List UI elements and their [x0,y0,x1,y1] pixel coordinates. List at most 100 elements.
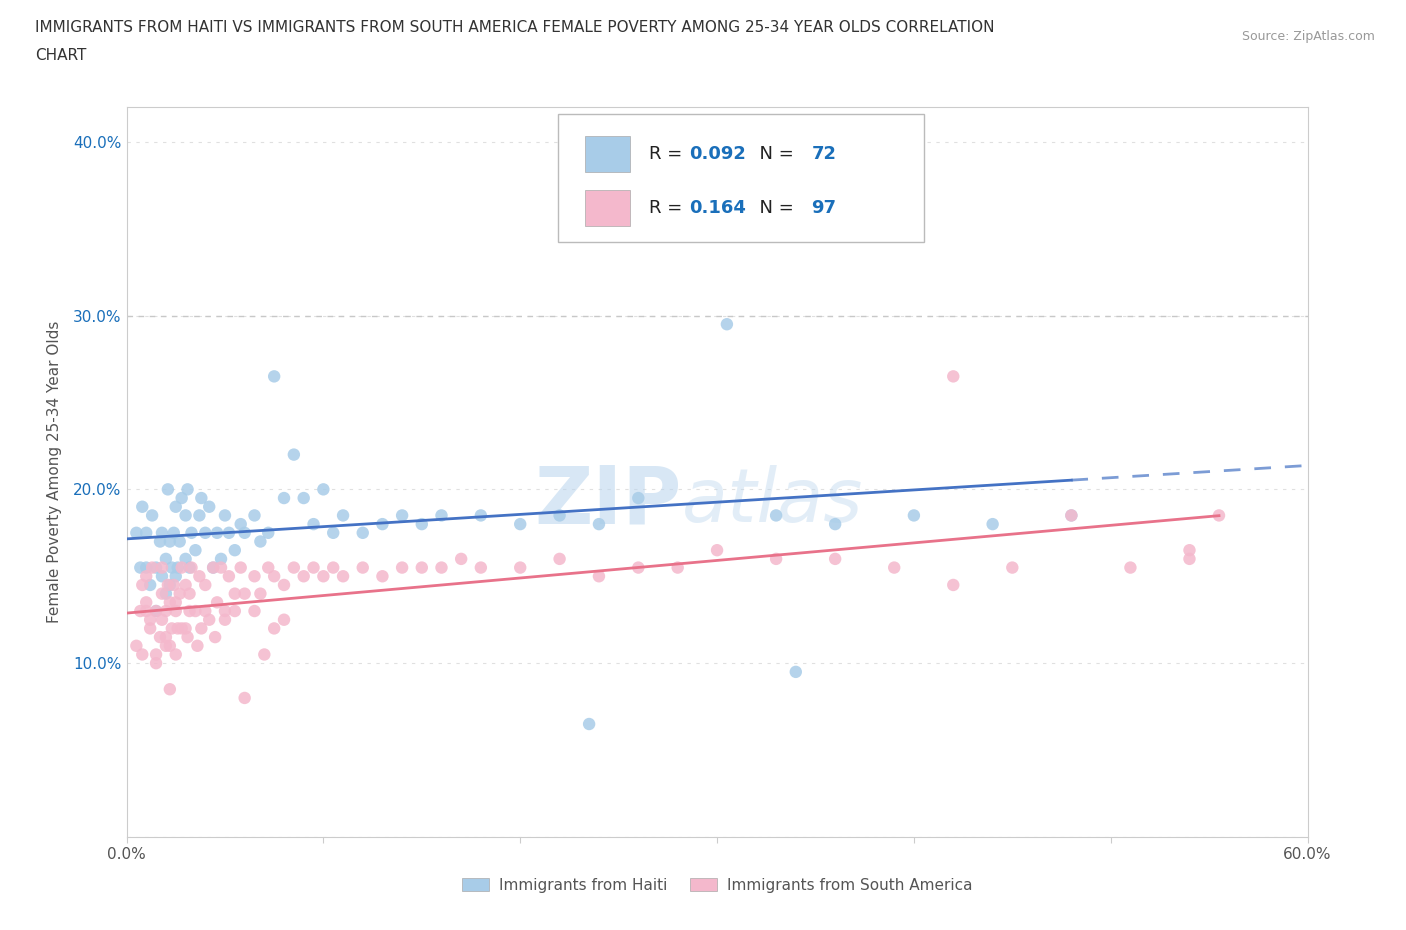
Point [332,508,354,523]
Point [257,560,280,575]
Point [125,525,148,540]
Point [176,482,198,497]
Point [548,551,571,566]
Point [156,482,179,497]
Point [129,560,152,575]
Point [176,630,198,644]
Point [149,630,172,644]
FancyBboxPatch shape [558,114,924,242]
Point [155,586,177,601]
Point [312,482,335,497]
Text: ZIP: ZIP [534,462,682,540]
Point [145,604,167,618]
Point [257,525,280,540]
Text: R =: R = [648,199,688,218]
Bar [585,190,630,227]
Point [450,551,472,566]
Point [163,578,186,592]
Point [233,586,256,601]
Point [263,569,285,584]
Point [166,560,188,575]
Point [131,499,153,514]
Point [371,569,394,584]
Point [1178,543,1201,558]
Point [765,508,787,523]
Point [214,508,236,523]
Point [249,586,271,601]
Point [204,630,226,644]
Point [184,604,207,618]
Point [253,647,276,662]
Point [332,569,354,584]
Point [942,369,965,384]
Point [430,508,453,523]
Point [243,604,266,618]
Point [159,595,181,610]
Point [170,491,193,506]
Point [588,517,610,532]
Point [155,551,177,566]
Point [184,543,207,558]
Point [202,560,225,575]
Point [666,560,689,575]
Point [145,604,167,618]
Point [218,525,240,540]
Point [322,525,344,540]
Point [1060,508,1083,523]
Point [430,560,453,575]
Point [179,586,201,601]
Point [141,560,163,575]
Point [824,551,846,566]
Point [150,586,173,601]
Point [131,578,153,592]
Point [139,612,162,627]
Point [224,604,246,618]
Point [135,560,157,575]
Point [509,560,531,575]
Point [273,491,295,506]
Point [716,317,738,332]
Text: N =: N = [748,145,799,163]
Point [981,517,1004,532]
Text: CHART: CHART [35,48,87,63]
Point [150,612,173,627]
Point [160,560,183,575]
Point [273,612,295,627]
Point [188,508,211,523]
Point [292,491,315,506]
Point [150,525,173,540]
Point [1178,551,1201,566]
Point [150,560,173,575]
Point [233,690,256,705]
Point [188,569,211,584]
Point [548,508,571,523]
Point [706,543,728,558]
Point [139,621,162,636]
Text: N =: N = [748,199,799,218]
Point [214,604,236,618]
Point [686,160,709,175]
Point [229,560,252,575]
Point [243,569,266,584]
Text: 0.164: 0.164 [689,199,745,218]
Point [131,647,153,662]
Point [312,569,335,584]
Point [202,560,225,575]
Point [942,578,965,592]
Point [302,517,325,532]
Point [352,525,374,540]
Point [243,508,266,523]
Point [129,604,152,618]
Point [198,612,221,627]
Point [159,534,181,549]
Point [186,638,208,653]
Point [135,525,157,540]
Point [198,499,221,514]
Point [470,508,492,523]
Point [322,560,344,575]
Point [292,569,315,584]
Point [135,569,157,584]
Point [391,560,413,575]
Point [169,534,191,549]
Point [194,578,217,592]
